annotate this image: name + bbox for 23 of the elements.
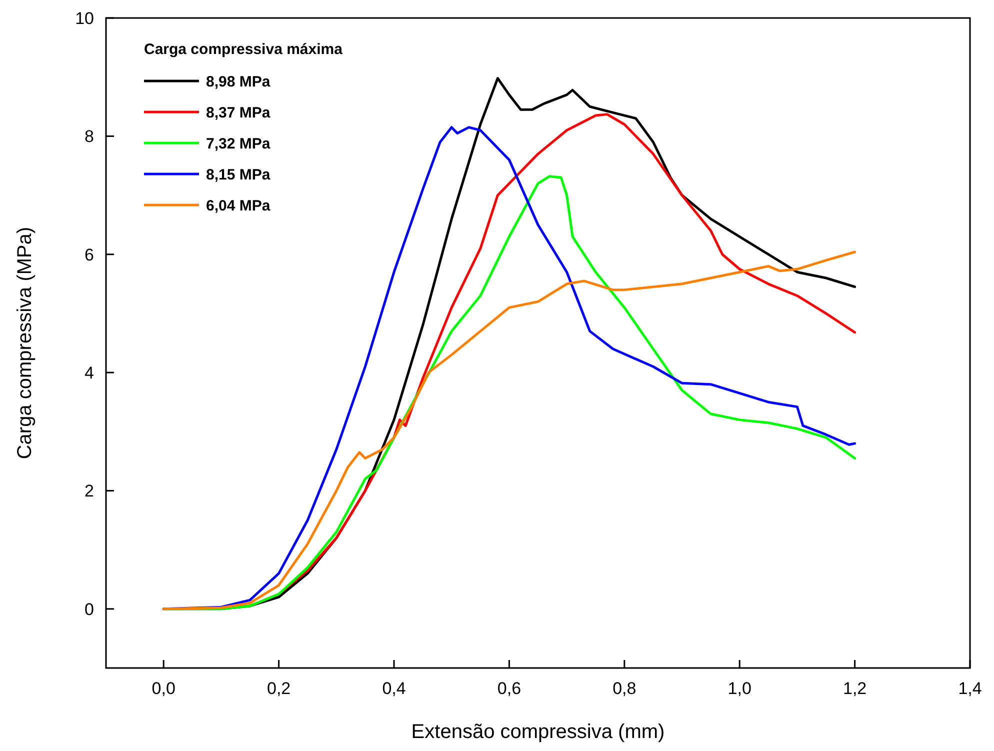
x-tick-label: 0,2: [266, 679, 291, 698]
legend-label: 6,04 MPa: [206, 197, 271, 214]
y-tick-label: 10: [75, 8, 94, 28]
x-tick-label: 1,0: [728, 679, 752, 698]
legend-title: Carga compressiva máxima: [144, 41, 344, 58]
legend-label: 8,37 MPa: [206, 104, 271, 122]
x-axis-title: Extensão compressiva (mm): [411, 721, 665, 743]
y-tick-label: 0: [84, 600, 94, 619]
y-tick-label: 6: [84, 245, 94, 264]
y-tick-label: 4: [84, 363, 94, 382]
x-tick-label: 0,6: [497, 679, 522, 698]
x-tick-label: 0,4: [382, 679, 406, 698]
legend-label: 8,98 MPa: [206, 73, 271, 90]
x-tick-label: 1,4: [958, 679, 982, 698]
y-axis-title: Carga compressiva (MPa): [14, 226, 36, 460]
x-tick-label: 0,0: [152, 679, 176, 698]
y-tick-label: 8: [84, 127, 94, 146]
line-series: [162, 250, 856, 610]
legend-label: 7,32 MPa: [206, 135, 271, 152]
y-tick-label: 2: [84, 482, 94, 501]
x-tick-label: 1,2: [842, 679, 867, 698]
legend-label: 8,15 MPa: [206, 166, 271, 184]
x-tick-label: 0,8: [612, 679, 636, 698]
